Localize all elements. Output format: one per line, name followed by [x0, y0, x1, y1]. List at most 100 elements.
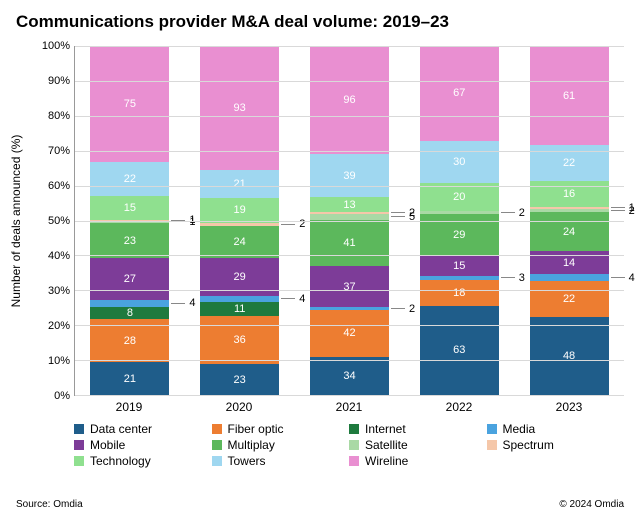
copyright-text: © 2024 Omdia — [559, 499, 624, 510]
bar-segment: 37 — [310, 266, 389, 308]
bar-segment: 63 — [420, 306, 499, 395]
legend-label: Technology — [90, 454, 151, 468]
gridline — [75, 395, 624, 396]
legend-label: Multiplay — [228, 438, 275, 452]
y-tick: 10% — [36, 355, 70, 367]
bar-segment: 67 — [420, 46, 499, 141]
legend-item: Multiplay — [212, 438, 350, 452]
legend-item: Wireline — [349, 454, 487, 468]
legend-item: Technology — [74, 454, 212, 468]
y-tick: 60% — [36, 180, 70, 192]
bar-segment: 96 — [310, 46, 389, 154]
gridline — [75, 186, 624, 187]
legend: Data center Fiber optic Internet Media Mobil… — [74, 422, 624, 470]
legend-label: Data center — [90, 422, 152, 436]
x-tick: 2023 — [514, 400, 624, 414]
gridline — [75, 151, 624, 152]
legend-item: Internet — [349, 422, 487, 436]
gridline — [75, 290, 624, 291]
x-tick: 2022 — [404, 400, 514, 414]
legend-swatch — [487, 440, 497, 450]
bar-segment: 22 — [90, 162, 169, 196]
legend-label: Internet — [365, 422, 406, 436]
gridline — [75, 221, 624, 222]
bar-segment: 15 — [420, 255, 499, 276]
bar-segment: 22 — [530, 281, 609, 317]
x-axis: 20192020202120222023 — [74, 400, 624, 414]
legend-swatch — [74, 456, 84, 466]
bar-segment: 21 — [90, 362, 169, 395]
y-tick: 70% — [36, 145, 70, 157]
legend-item: Satellite — [349, 438, 487, 452]
bar-segment: 34 — [310, 357, 389, 395]
legend-label: Satellite — [365, 438, 408, 452]
bar-segment: 30 — [420, 141, 499, 183]
y-axis: 0%10%20%30%40%50%60%70%80%90%100% — [36, 46, 74, 396]
bar-segment-side-label: 4 — [609, 272, 635, 284]
bar-segment: 18 — [420, 280, 499, 305]
x-tick: 2019 — [74, 400, 184, 414]
legend-swatch — [487, 424, 497, 434]
bar-segment: 11 — [200, 302, 279, 317]
legend-item: Mobile — [74, 438, 212, 452]
bar-segment: 75 — [90, 46, 169, 162]
y-tick: 80% — [36, 110, 70, 122]
y-tick: 50% — [36, 215, 70, 227]
chart-title: Communications provider M&A deal volume:… — [16, 12, 624, 32]
y-axis-label: Number of deals announced (%) — [9, 135, 23, 308]
bar-segment: 21 — [200, 170, 279, 198]
x-tick: 2020 — [184, 400, 294, 414]
legend-swatch — [212, 440, 222, 450]
legend-item: Spectrum — [487, 438, 625, 452]
bar-segment: 61 — [530, 46, 609, 145]
bar-segment: 48 — [530, 317, 609, 395]
gridline — [75, 116, 624, 117]
source-text: Source: Omdia — [16, 499, 83, 510]
bar-segment-side-label: 2 — [609, 205, 635, 217]
bar-segment: 24 — [200, 226, 279, 258]
legend-label: Fiber optic — [228, 422, 284, 436]
bar-segment: 15 — [90, 196, 169, 219]
footer: Source: Omdia © 2024 Omdia — [16, 499, 624, 510]
legend-item: Fiber optic — [212, 422, 350, 436]
gridline — [75, 81, 624, 82]
bar-segment: 8 — [90, 307, 169, 319]
bar-segment: 20 — [420, 183, 499, 211]
legend-swatch — [74, 440, 84, 450]
bar-segment: 27 — [90, 258, 169, 300]
y-axis-label-col: Number of deals announced (%) — [16, 46, 36, 396]
gridline — [75, 325, 624, 326]
legend-swatch — [349, 424, 359, 434]
bar-segment: 39 — [310, 154, 389, 198]
y-tick: 100% — [36, 40, 70, 52]
legend-item: Towers — [212, 454, 350, 468]
legend-swatch — [349, 440, 359, 450]
y-tick: 30% — [36, 285, 70, 297]
legend-label: Wireline — [365, 454, 408, 468]
gridline — [75, 255, 624, 256]
bar-segment: 23 — [90, 223, 169, 259]
plot-area: 7522151123274828219321192242941136239639… — [74, 46, 624, 396]
legend-label: Towers — [228, 454, 266, 468]
bar-segment: 13 — [310, 197, 389, 212]
gridline — [75, 46, 624, 47]
bar-segment: 42 — [310, 310, 389, 357]
legend-label: Mobile — [90, 438, 125, 452]
y-tick: 40% — [36, 250, 70, 262]
y-tick: 20% — [36, 320, 70, 332]
chart-area: Number of deals announced (%) 0%10%20%30… — [16, 46, 624, 396]
bar-segment: 41 — [310, 220, 389, 266]
bar-segment: 19 — [200, 198, 279, 223]
y-tick: 90% — [36, 75, 70, 87]
legend-label: Media — [503, 422, 536, 436]
legend-item: Data center — [74, 422, 212, 436]
chart-page: Communications provider M&A deal volume:… — [0, 0, 640, 516]
bar-segment: 36 — [200, 316, 279, 364]
x-tick: 2021 — [294, 400, 404, 414]
legend-swatch — [349, 456, 359, 466]
bar-segment: 23 — [200, 364, 279, 395]
legend-swatch — [212, 456, 222, 466]
legend-label: Spectrum — [503, 438, 554, 452]
legend-swatch — [212, 424, 222, 434]
legend-item: Media — [487, 422, 625, 436]
